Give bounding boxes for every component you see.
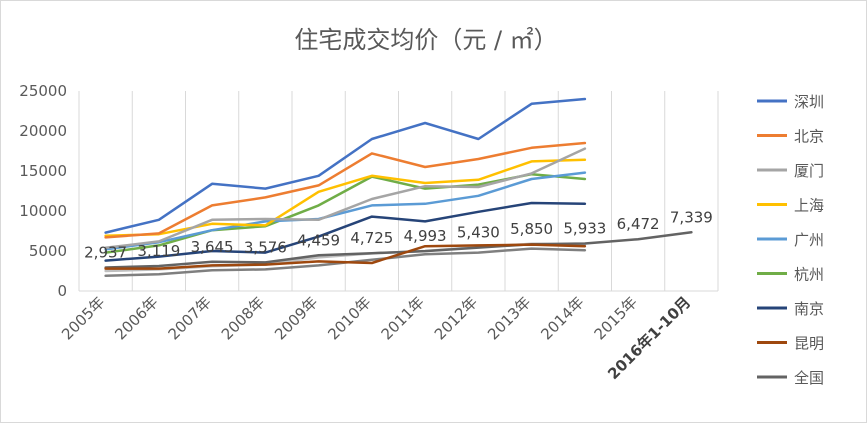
x-tick-label: 2010年 — [324, 293, 374, 343]
legend-label: 南京 — [794, 300, 824, 318]
data-label: 4,725 — [350, 229, 393, 247]
legend-label: 北京 — [794, 128, 824, 146]
x-tick-label: 2009年 — [271, 293, 321, 343]
y-axis: 0 5000 10000 15000 20000 25000 — [19, 82, 67, 300]
x-tick-label: 2014年 — [537, 293, 587, 343]
series-lines — [104, 97, 693, 278]
x-tick-label: 2015年 — [591, 293, 641, 343]
series-line-广州 — [104, 171, 587, 251]
data-label: 5,933 — [563, 220, 606, 238]
x-tick-label: 2008年 — [218, 293, 268, 343]
x-tick-label: 2013年 — [484, 293, 534, 343]
legend-label: 厦门 — [794, 162, 824, 180]
legend-label: 昆明 — [794, 335, 824, 353]
series-line-厦门 — [104, 147, 587, 250]
y-tick-label: 10000 — [19, 202, 67, 220]
x-tick-label: 2005年 — [58, 293, 108, 343]
data-label: 3,576 — [244, 238, 287, 256]
data-label: 4,993 — [404, 227, 447, 245]
legend-label: 广州 — [794, 231, 824, 249]
data-label: 3,119 — [137, 242, 180, 260]
series-line-南京 — [104, 201, 587, 262]
y-tick-label: 20000 — [19, 122, 67, 140]
x-tick-label: 2007年 — [165, 293, 215, 343]
data-label: 7,339 — [670, 208, 713, 226]
y-tick-label: 15000 — [19, 162, 67, 180]
series-line-深圳 — [104, 97, 587, 234]
data-label: 5,850 — [510, 220, 553, 238]
data-labels: 2,937 3,119 3,645 3,576 4,459 4,725 4,993 5,430… — [84, 208, 713, 261]
chart-title: 住宅成交均价（元 / ㎡） — [294, 26, 557, 54]
series-line-昆明 — [104, 243, 587, 270]
data-label: 4,459 — [297, 231, 340, 249]
data-label: 2,937 — [84, 244, 127, 262]
y-tick-label: 25000 — [19, 82, 67, 100]
legend-label: 杭州 — [794, 266, 824, 284]
data-label: 5,430 — [457, 224, 500, 242]
series-line-上海 — [104, 158, 587, 238]
legend-label: 深圳 — [794, 93, 824, 111]
x-tick-label: 2006年 — [111, 293, 161, 343]
series-line-全国 — [104, 231, 693, 269]
legend-label: 全国 — [794, 369, 824, 387]
grid — [78, 91, 719, 292]
y-tick-label: 5000 — [29, 242, 67, 260]
x-tick-label: 2011年 — [378, 293, 428, 343]
data-label: 3,645 — [191, 238, 234, 256]
legend-label: 上海 — [794, 197, 824, 215]
y-tick-label: 0 — [57, 282, 67, 300]
x-axis: 2005年 2006年 2007年 2008年 2009年 2010年 2011年 2012年… — [58, 293, 694, 383]
data-label: 6,472 — [617, 215, 660, 233]
x-tick-label: 2012年 — [431, 293, 481, 343]
series-line-北京 — [104, 141, 587, 239]
